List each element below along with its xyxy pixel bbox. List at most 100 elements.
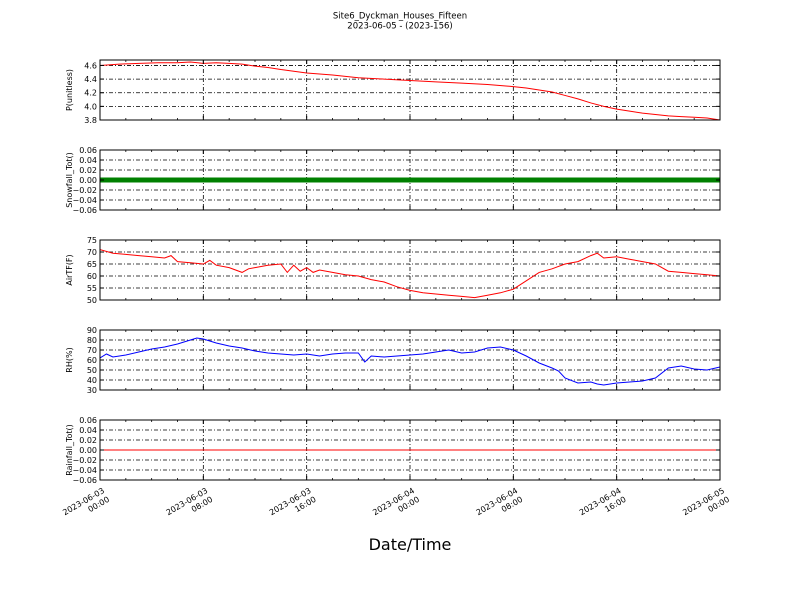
data-point: [695, 177, 700, 183]
data-point: [640, 177, 645, 183]
data-point: [210, 177, 216, 183]
data-point: [630, 177, 636, 183]
data-point: [669, 177, 674, 183]
y-axis-label: RH(%): [65, 347, 74, 372]
data-point: [433, 177, 439, 183]
data-point: [708, 177, 713, 183]
data-point: [449, 177, 455, 183]
data-point: [494, 177, 500, 183]
data-point: [491, 177, 497, 183]
data-point: [430, 177, 435, 183]
data-point: [507, 177, 513, 183]
y-tick-label: 60: [87, 272, 97, 281]
data-point: [165, 177, 171, 183]
data-point: [113, 177, 119, 183]
data-point: [388, 177, 393, 183]
data-point: [188, 177, 193, 183]
data-point: [243, 177, 248, 183]
y-tick-label: 50: [87, 366, 97, 375]
data-point: [436, 177, 442, 183]
y-tick-label: 90: [87, 326, 97, 335]
data-point: [207, 177, 213, 183]
data-point: [475, 177, 481, 183]
data-point: [569, 177, 574, 183]
y-axis-label: Snowfall_Tot(): [65, 152, 74, 208]
data-point: [110, 177, 116, 183]
data-point: [330, 177, 335, 183]
data-point: [472, 177, 477, 183]
y-tick-label: 60: [87, 356, 97, 365]
data-point: [339, 177, 345, 183]
data-point: [394, 177, 400, 183]
y-tick-label: 0.06: [79, 416, 97, 425]
series-line: [100, 337, 720, 386]
y-tick-label: −0.04: [72, 466, 97, 475]
data-point: [533, 177, 539, 183]
y-tick-label: 0.02: [79, 166, 97, 175]
data-point: [223, 177, 229, 183]
data-point: [281, 177, 287, 183]
data-point: [220, 177, 226, 183]
data-point: [588, 177, 594, 183]
data-point: [614, 177, 619, 183]
panel-3: 75 70 65 60 55 50 AirTF(F): [65, 236, 721, 305]
data-point: [523, 177, 529, 183]
data-point: [194, 177, 200, 183]
data-point: [404, 177, 410, 183]
data-point: [346, 177, 351, 183]
data-point: [607, 177, 613, 183]
data-point: [184, 177, 190, 183]
y-tick-label: 80: [87, 336, 97, 345]
data-point: [633, 177, 639, 183]
data-point: [297, 177, 303, 183]
x-axis-label: Date/Time: [369, 535, 452, 554]
data-point: [175, 177, 180, 183]
data-point: [320, 177, 326, 183]
data-point: [191, 177, 196, 183]
y-tick-label: 0.04: [79, 426, 97, 435]
data-point: [514, 177, 519, 183]
data-point: [368, 177, 374, 183]
data-point: [236, 177, 242, 183]
data-point: [136, 177, 142, 183]
data-point: [620, 177, 626, 183]
data-point: [294, 177, 300, 183]
data-point: [317, 177, 322, 183]
data-point: [685, 177, 691, 183]
data-point: [107, 177, 112, 183]
data-point: [255, 177, 261, 183]
data-point: [336, 177, 342, 183]
data-point: [204, 177, 209, 183]
data-point: [162, 177, 167, 183]
series-2: [100, 177, 720, 183]
data-point: [559, 177, 565, 183]
data-point: [288, 177, 293, 183]
y-tick-label: 55: [87, 284, 97, 293]
series-3: [100, 249, 720, 299]
data-point: [259, 177, 264, 183]
data-point: [704, 177, 710, 183]
data-point: [520, 177, 526, 183]
y-tick-label: 0.06: [79, 146, 97, 155]
data-point: [536, 177, 542, 183]
data-point: [582, 177, 587, 183]
data-point: [585, 177, 590, 183]
data-point: [146, 177, 151, 183]
data-point: [701, 177, 707, 183]
data-point: [268, 177, 274, 183]
y-tick-label: 0.00: [79, 176, 97, 185]
data-point: [233, 177, 238, 183]
data-point: [565, 177, 571, 183]
y-tick-label: −0.06: [72, 206, 97, 215]
data-point: [410, 177, 416, 183]
data-point: [217, 177, 222, 183]
data-point: [456, 177, 461, 183]
y-tick-label: 4.4: [84, 75, 97, 84]
data-point: [469, 177, 474, 183]
data-point: [249, 177, 255, 183]
data-point: [178, 177, 184, 183]
